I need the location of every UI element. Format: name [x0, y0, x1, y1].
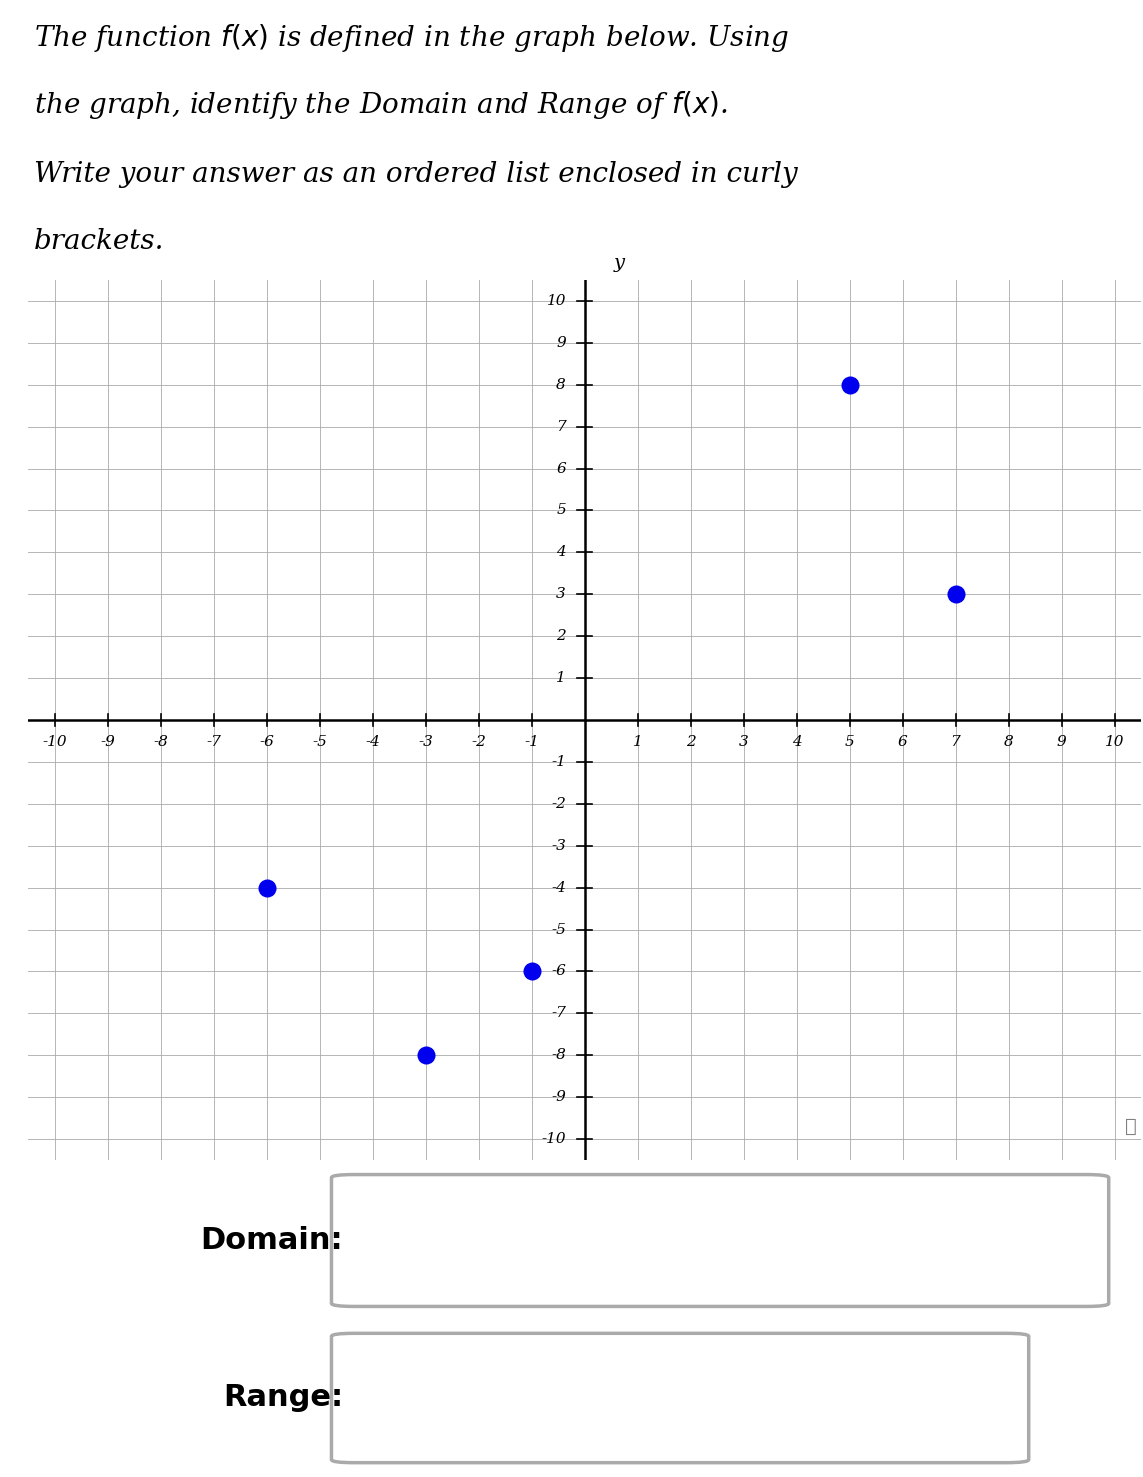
- FancyBboxPatch shape: [331, 1174, 1109, 1307]
- Text: 3: 3: [557, 588, 566, 601]
- Text: 1: 1: [632, 734, 642, 749]
- Text: the graph, identify the Domain and Range of $f(x)$.: the graph, identify the Domain and Range…: [34, 89, 728, 121]
- Text: 2: 2: [686, 734, 695, 749]
- Text: 4: 4: [557, 545, 566, 560]
- Text: 10: 10: [546, 294, 566, 307]
- Text: 3: 3: [738, 734, 749, 749]
- Text: -9: -9: [101, 734, 115, 749]
- Text: 6: 6: [897, 734, 908, 749]
- Text: -2: -2: [551, 796, 566, 811]
- Text: 9: 9: [557, 335, 566, 350]
- Text: 8: 8: [1004, 734, 1014, 749]
- Text: Range:: Range:: [223, 1384, 343, 1412]
- Text: 2: 2: [557, 629, 566, 642]
- Text: The function $f(x)$ is defined in the graph below. Using: The function $f(x)$ is defined in the gr…: [34, 22, 790, 55]
- Text: -9: -9: [551, 1090, 566, 1105]
- Text: 1: 1: [557, 671, 566, 685]
- Text: Write your answer as an ordered list enclosed in curly: Write your answer as an ordered list enc…: [34, 161, 798, 188]
- Text: brackets.: brackets.: [34, 227, 165, 256]
- Text: -6: -6: [551, 964, 566, 978]
- FancyBboxPatch shape: [331, 1334, 1029, 1462]
- Text: -5: -5: [551, 923, 566, 936]
- Text: 7: 7: [951, 734, 960, 749]
- Text: 7: 7: [557, 419, 566, 434]
- Text: -5: -5: [312, 734, 327, 749]
- Text: 5: 5: [845, 734, 854, 749]
- Text: Domain:: Domain:: [200, 1226, 343, 1255]
- Text: -6: -6: [259, 734, 274, 749]
- Text: -8: -8: [551, 1049, 566, 1062]
- Text: 5: 5: [557, 504, 566, 517]
- Text: 6: 6: [557, 462, 566, 476]
- Text: y: y: [614, 254, 625, 272]
- Text: 8: 8: [557, 378, 566, 391]
- Text: -7: -7: [551, 1006, 566, 1021]
- Text: -4: -4: [365, 734, 379, 749]
- Text: -1: -1: [551, 755, 566, 770]
- Text: -8: -8: [153, 734, 168, 749]
- Text: 9: 9: [1056, 734, 1066, 749]
- Text: 4: 4: [792, 734, 801, 749]
- Text: -1: -1: [523, 734, 539, 749]
- Text: 🔍: 🔍: [1125, 1117, 1136, 1136]
- Text: -4: -4: [551, 880, 566, 895]
- Text: -7: -7: [206, 734, 221, 749]
- Text: 10: 10: [1105, 734, 1125, 749]
- Text: -3: -3: [551, 839, 566, 852]
- Text: -10: -10: [542, 1131, 566, 1146]
- Text: -2: -2: [471, 734, 486, 749]
- Text: -10: -10: [42, 734, 66, 749]
- Text: -3: -3: [418, 734, 433, 749]
